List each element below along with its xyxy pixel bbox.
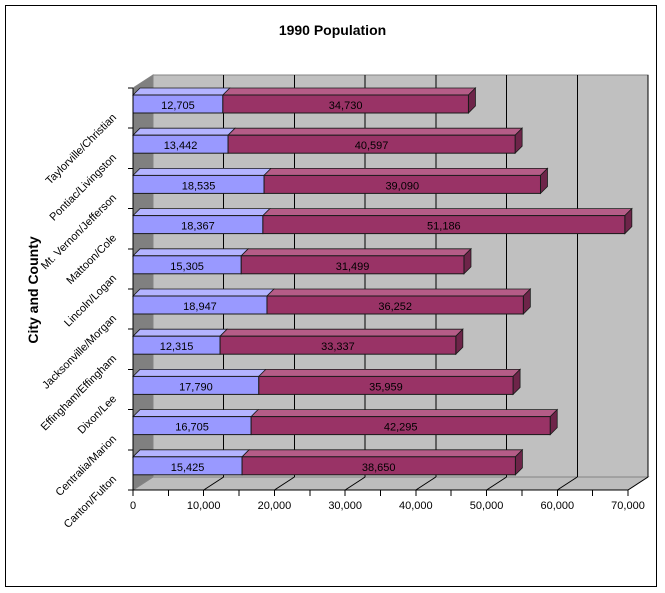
bar-row: 15,425 38,650 xyxy=(132,448,524,476)
bar-row: 18,947 36,252 xyxy=(132,288,532,315)
value-label: 31,499 xyxy=(336,261,370,273)
floor-gridline xyxy=(557,476,578,491)
x-tick-label: 30,000 xyxy=(328,500,362,512)
value-label: 40,597 xyxy=(355,140,389,152)
value-label: 17,790 xyxy=(179,381,213,393)
bar-segment-county xyxy=(222,94,469,114)
bar-segment-county xyxy=(262,215,626,235)
value-label: 39,090 xyxy=(385,180,419,192)
bar-row: 15,305 31,499 xyxy=(132,247,472,275)
bar-top-face xyxy=(132,409,260,418)
value-label: 13,442 xyxy=(164,140,198,152)
bar-top-face xyxy=(241,449,524,458)
bar-top-face xyxy=(132,208,271,217)
bar-top-face xyxy=(132,127,237,136)
value-label: 34,730 xyxy=(329,100,363,112)
bar-top-face xyxy=(132,248,250,257)
bar-row: 18,367 51,186 xyxy=(132,207,633,235)
floor-gridline xyxy=(627,476,649,491)
value-label: 16,705 xyxy=(175,422,209,434)
bar-row: 13,442 40,597 xyxy=(132,127,524,155)
bar-row: 18,535 39,090 xyxy=(132,167,549,195)
bar-top-face xyxy=(132,328,229,337)
chart-floor xyxy=(131,476,650,491)
bar-row: 16,705 42,295 xyxy=(132,408,559,436)
floor-gridline xyxy=(203,476,224,491)
chart-title: 1990 Population xyxy=(278,22,387,38)
value-label: 12,705 xyxy=(161,100,195,112)
value-label: 35,959 xyxy=(369,381,403,393)
bar-segment-county xyxy=(241,456,516,476)
bar-segment-county xyxy=(263,174,541,194)
value-label: 15,305 xyxy=(170,261,204,273)
category-label: Jacksonville/Morgan xyxy=(40,313,119,392)
bar-top-face xyxy=(132,87,231,96)
x-tick-label: 0 xyxy=(130,500,136,512)
bar-row: 12,315 33,337 xyxy=(132,328,464,356)
floor-gridline xyxy=(486,476,507,491)
value-label: 36,252 xyxy=(378,301,412,313)
bar-top-face xyxy=(132,449,251,458)
bar-top-face xyxy=(266,288,532,297)
value-label: 33,337 xyxy=(321,341,355,353)
category-label: Mt. Vernon/Jefferson xyxy=(39,192,119,272)
bar-top-face xyxy=(219,328,464,337)
bar-segment-county xyxy=(219,335,457,355)
bar-segment-county xyxy=(266,295,524,315)
bar-segment-county xyxy=(258,375,514,395)
value-label: 15,425 xyxy=(171,462,205,474)
x-tick-label: 60,000 xyxy=(540,500,574,512)
floor-gridline xyxy=(274,476,295,491)
category-label: Pontiac/Livingston xyxy=(48,152,120,224)
bar-top-face xyxy=(221,87,477,96)
bar-row: 17,790 35,959 xyxy=(132,368,522,396)
category-label: Dixon/Lee xyxy=(76,393,120,437)
bar-top-face xyxy=(263,167,549,176)
x-tick-label: 40,000 xyxy=(399,500,433,512)
x-tick-label: 10,000 xyxy=(187,500,221,512)
chart-frame xyxy=(5,5,657,587)
bar-top-face xyxy=(261,208,633,217)
category-label: Taylorville/Christian xyxy=(44,112,119,187)
bar-top-face xyxy=(250,409,559,418)
value-label: 42,295 xyxy=(384,422,418,434)
value-label: 18,367 xyxy=(181,221,215,233)
x-tick-label: 70,000 xyxy=(611,500,645,512)
floor-gridline xyxy=(344,476,366,491)
bar-segment-county xyxy=(227,134,516,154)
x-tick-label: 20,000 xyxy=(258,500,292,512)
floor-gridline xyxy=(415,476,437,491)
bar-top-face xyxy=(132,288,275,297)
value-label: 18,947 xyxy=(183,301,217,313)
bar-top-face xyxy=(240,248,472,257)
bar-top-face xyxy=(132,368,267,377)
bar-top-face xyxy=(132,167,273,176)
x-tick-label: 50,000 xyxy=(470,500,504,512)
value-label: 38,650 xyxy=(362,462,396,474)
bar-top-face xyxy=(257,368,522,377)
value-label: 12,315 xyxy=(160,341,194,353)
bar-segment-county xyxy=(250,416,551,436)
category-label: Effingham/Effingham xyxy=(39,353,119,433)
bar-top-face xyxy=(227,127,524,136)
bar-segment-county xyxy=(240,255,465,275)
bar-row: 12,705 34,730 xyxy=(132,87,477,114)
value-label: 18,535 xyxy=(182,180,216,192)
value-label: 51,186 xyxy=(427,221,461,233)
